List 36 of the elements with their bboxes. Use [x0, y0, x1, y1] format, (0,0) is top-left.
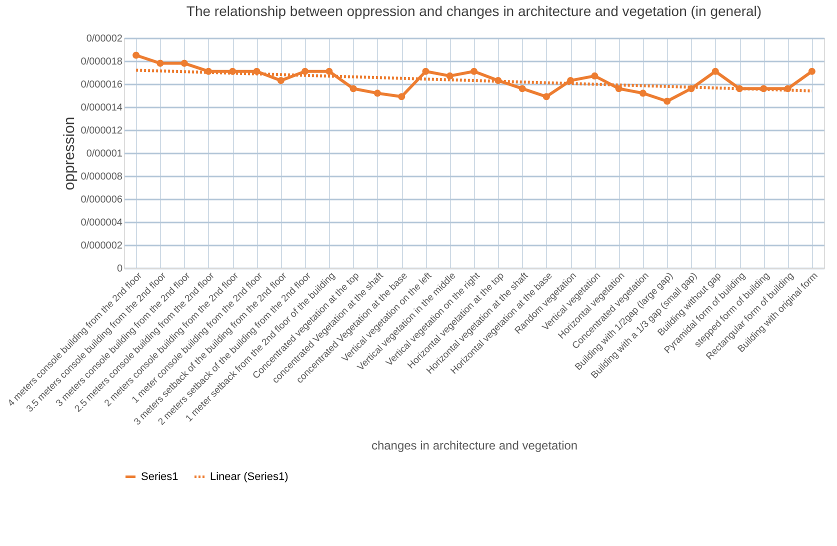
- y-tick-label: 0/000018: [80, 56, 123, 68]
- point: [422, 68, 430, 75]
- point: [132, 52, 140, 59]
- y-tick-label: 0/00001: [86, 148, 123, 160]
- x-axis-title: changes in architecture and vegetation: [371, 438, 578, 453]
- y-tick-label: 0/000008: [80, 172, 123, 182]
- point: [302, 68, 309, 75]
- y-tick-label: 0/000014: [80, 102, 123, 114]
- y-tick-label: 0/000006: [80, 194, 123, 206]
- y-tick-label: 0/000004: [80, 218, 123, 228]
- y-axis-title: oppression: [60, 116, 78, 190]
- point: [180, 60, 188, 67]
- point: [156, 60, 164, 67]
- y-tick-label: 0/00002: [86, 34, 123, 44]
- legend-label: Series1: [141, 470, 178, 483]
- y-tick-label: 0/000016: [80, 80, 123, 90]
- point: [542, 93, 550, 100]
- point: [470, 68, 478, 75]
- y-tick-label: 0/000012: [80, 126, 123, 136]
- y-tick-label: 0/000002: [80, 240, 123, 252]
- point: [639, 90, 646, 97]
- chart-title: The relationship between oppression and changes in architecture and vegetation (in general): [186, 3, 762, 19]
- point: [518, 85, 526, 92]
- point: [374, 90, 381, 97]
- point: [591, 72, 598, 80]
- y-tick-label: 0: [116, 264, 123, 274]
- point: [326, 68, 333, 75]
- point: [808, 68, 816, 75]
- point: [615, 85, 622, 92]
- point: [277, 77, 284, 84]
- point: [664, 98, 671, 105]
- point: [712, 68, 719, 75]
- point: [398, 93, 406, 100]
- legend-label: Linear (Series1): [210, 470, 288, 483]
- point: [350, 85, 357, 92]
- point: [446, 72, 454, 80]
